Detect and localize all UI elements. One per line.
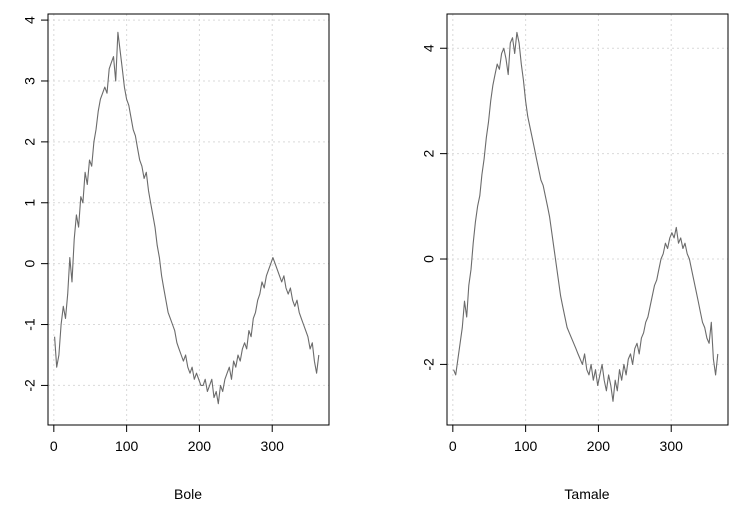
y-tick-label: 0	[22, 260, 38, 268]
x-axis-title: Bole	[174, 486, 202, 502]
x-tick-label: 0	[50, 438, 58, 454]
x-tick-label: 100	[514, 438, 538, 454]
x-axis: 0 100 200 300	[449, 425, 683, 454]
y-tick-label: 3	[22, 77, 38, 85]
grid-layer	[447, 14, 728, 425]
x-tick-label: 300	[261, 438, 285, 454]
x-tick-label: 200	[587, 438, 611, 454]
y-tick-label: 4	[22, 16, 38, 24]
chart-panel-tamale: 0 100 200 300 -2 0 2 4 Tamale	[421, 13, 729, 502]
grid-layer	[48, 14, 329, 425]
y-tick-label: -2	[421, 358, 437, 371]
y-tick-label: -2	[22, 379, 38, 392]
x-tick-label: 100	[115, 438, 139, 454]
series-layer	[54, 31, 320, 405]
y-tick-label: 4	[421, 44, 437, 52]
y-tick-label: 0	[421, 255, 437, 263]
series-layer	[453, 31, 719, 402]
series-line	[453, 31, 719, 402]
y-tick-label: 2	[421, 150, 437, 158]
y-axis: -2 -1 0 1 2 3 4	[22, 16, 48, 392]
series-line	[54, 31, 320, 405]
y-tick-label: -1	[22, 318, 38, 331]
x-tick-label: 300	[660, 438, 684, 454]
y-tick-label: 1	[22, 199, 38, 207]
x-axis: 0 100 200 300	[50, 425, 284, 454]
x-tick-label: 0	[449, 438, 457, 454]
chart-panel-bole: 0 100 200 300 -2 -1 0 1 2 3 4 Bole	[22, 13, 330, 502]
plot-frame	[47, 13, 330, 426]
y-tick-label: 2	[22, 138, 38, 146]
y-axis: -2 0 2 4	[421, 44, 447, 371]
x-tick-label: 200	[188, 438, 212, 454]
plot-frame	[446, 13, 729, 426]
x-axis-title: Tamale	[564, 486, 609, 502]
